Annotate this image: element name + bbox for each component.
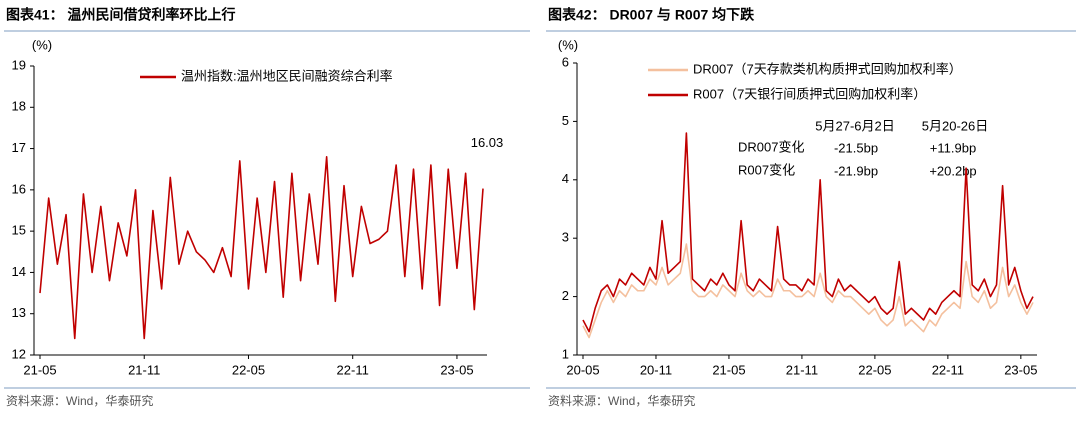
y-tick-label: 13 [12,305,26,320]
series-line [39,156,484,340]
table-header: 5月20-26日 [922,118,988,133]
y-tick-label: 18 [12,99,26,114]
chart-title: 图表42： DR007 与 R007 均下跌 [548,7,755,23]
y-tick-label: 19 [12,57,26,72]
table-cell: +11.9bp [930,140,976,155]
x-tick-label: 22-05 [232,362,265,377]
y-tick-label: 12 [12,346,26,361]
y-tick-label: 16 [12,181,26,196]
y-tick-label: 3 [562,230,569,245]
series-line [582,243,1034,339]
y-tick-label: 5 [562,113,569,128]
table-cell: -21.5bp [834,140,878,155]
y-tick-label: 4 [562,171,569,186]
data-label: 16.03 [471,135,504,150]
table-header: 5月27-6月2日 [815,118,894,133]
source-note: 资料来源：Wind，华泰研究 [6,393,153,408]
y-tick-label: 2 [562,288,569,303]
y-tick-label: 6 [562,54,569,69]
chart-title: 图表41： 温州民间借贷利率环比上行 [6,7,235,23]
x-tick-label: 20-05 [566,362,599,377]
series-line [582,132,1034,333]
source-note: 资料来源：Wind，华泰研究 [548,393,695,408]
x-tick-label: 21-11 [128,362,160,377]
y-tick-label: 17 [12,140,26,155]
x-tick-label: 23-05 [1004,362,1037,377]
y-unit: (%) [32,37,52,52]
x-tick-label: 22-05 [858,362,891,377]
legend-label: R007（7天银行间质押式回购加权利率） [693,86,926,101]
x-tick-label: 22-11 [932,362,964,377]
x-tick-label: 21-05 [23,362,56,377]
table-cell: +20.2bp [929,163,976,178]
x-tick-label: 23-05 [440,362,473,377]
y-tick-label: 15 [12,223,26,238]
x-tick-label: 21-11 [786,362,818,377]
table-row-label: DR007变化 [738,139,804,154]
y-tick-label: 14 [12,264,26,279]
legend-label: DR007（7天存款类机构质押式回购加权利率） [693,61,962,76]
x-tick-label: 22-11 [337,362,369,377]
x-tick-label: 20-11 [640,362,672,377]
legend-label: 温州指数:温州地区民间融资综合利率 [181,68,393,83]
y-tick-label: 1 [562,346,569,361]
table-row-label: R007变化 [738,162,795,177]
y-unit: (%) [558,37,578,52]
table-cell: -21.9bp [834,163,878,178]
x-tick-label: 21-05 [712,362,745,377]
